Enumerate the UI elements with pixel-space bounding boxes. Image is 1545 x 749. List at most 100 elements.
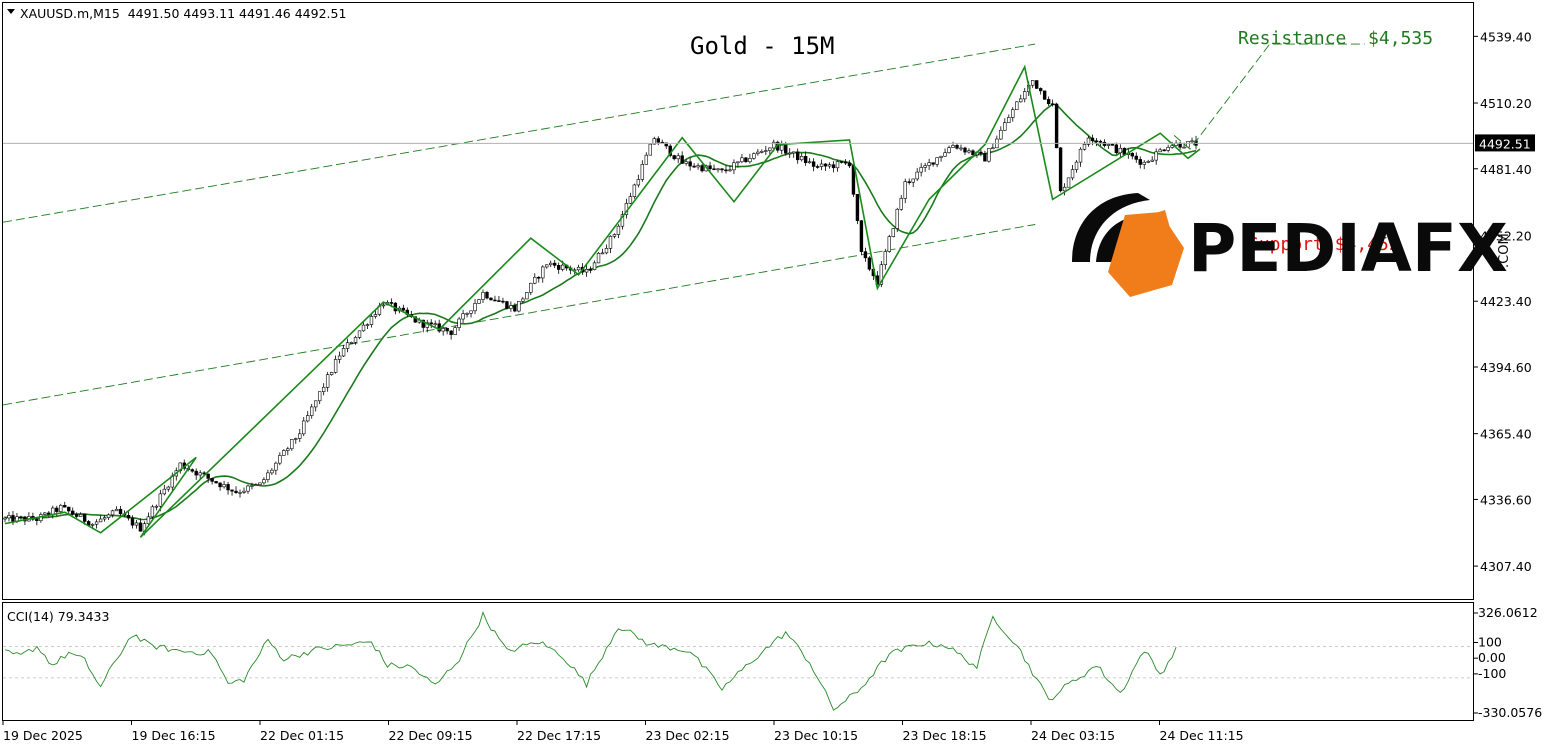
candle-body bbox=[803, 156, 808, 164]
candle-body bbox=[321, 386, 326, 392]
candle-body bbox=[7, 515, 11, 519]
candle-body bbox=[963, 147, 967, 153]
candle-body bbox=[1007, 117, 1011, 123]
candle-body bbox=[1134, 155, 1138, 160]
candle-body bbox=[82, 514, 87, 522]
candle-body bbox=[373, 314, 378, 317]
candle-body bbox=[847, 162, 852, 167]
pediafx-logo: PEDIAFX .COM bbox=[1072, 193, 1512, 297]
candle-body bbox=[1162, 149, 1166, 152]
channel-upper-line bbox=[2, 43, 1036, 223]
candle-body bbox=[1130, 152, 1134, 157]
candle-body bbox=[1122, 147, 1127, 155]
cci-tick-label: -330.0576 bbox=[1478, 705, 1542, 720]
logo-arc-icon bbox=[1072, 193, 1150, 262]
candle-body bbox=[501, 300, 505, 303]
candle-body bbox=[664, 142, 668, 147]
candle-body bbox=[481, 292, 485, 300]
candle-body bbox=[465, 312, 469, 315]
chart-title: Gold - 15M bbox=[690, 32, 835, 60]
candle-body bbox=[421, 319, 425, 328]
candle-body bbox=[489, 297, 493, 301]
candle-body bbox=[584, 269, 589, 273]
zigzag-path bbox=[4, 64, 1201, 538]
candle-body bbox=[1146, 161, 1150, 163]
x-tick-label: 23 Dec 10:15 bbox=[774, 728, 858, 743]
candle-body bbox=[477, 299, 481, 304]
candle-body bbox=[696, 165, 700, 168]
candle-body bbox=[102, 517, 107, 520]
candle-body bbox=[110, 510, 115, 516]
candle-body bbox=[525, 292, 529, 300]
candle-body bbox=[1015, 101, 1019, 110]
candle-body bbox=[134, 522, 139, 526]
candle-body bbox=[298, 433, 302, 439]
x-tick-label: 19 Dec 16:15 bbox=[132, 728, 216, 743]
candle-body bbox=[138, 522, 143, 532]
candle-body bbox=[600, 252, 605, 255]
candle-body bbox=[1082, 144, 1087, 150]
candle-body bbox=[154, 505, 159, 508]
x-tick-label: 24 Dec 03:15 bbox=[1031, 728, 1115, 743]
candle-body bbox=[274, 462, 278, 471]
logo-text: PEDIAFX bbox=[1188, 210, 1508, 287]
candle-body bbox=[556, 265, 561, 270]
candle-body bbox=[505, 301, 509, 309]
candle-body bbox=[700, 165, 704, 172]
candle-body bbox=[509, 305, 513, 309]
logo-com: .COM bbox=[1497, 233, 1512, 268]
candle-body bbox=[987, 148, 991, 162]
symbol-info: XAUUSD.m,M15 4491.50 4493.11 4491.46 449… bbox=[20, 6, 346, 21]
candle-body bbox=[620, 214, 625, 227]
candle-body bbox=[811, 161, 816, 167]
candle-body bbox=[636, 179, 641, 186]
y-tick-label: 4481.40 bbox=[1480, 162, 1532, 177]
candle-body bbox=[262, 479, 266, 484]
candle-body bbox=[517, 300, 521, 312]
candle-body bbox=[1074, 161, 1079, 170]
candle-body bbox=[222, 484, 226, 488]
candle-body bbox=[608, 235, 613, 249]
candle-body bbox=[493, 299, 497, 302]
candle-body bbox=[863, 251, 868, 259]
candle-body bbox=[1023, 91, 1027, 100]
candle-body bbox=[1142, 161, 1146, 165]
candle-body bbox=[35, 518, 39, 521]
candle-body bbox=[246, 485, 250, 492]
candle-body bbox=[1046, 99, 1051, 105]
candle-body bbox=[648, 143, 653, 156]
logo-orange-shape-icon bbox=[1108, 212, 1184, 297]
candle-body bbox=[1150, 159, 1154, 162]
candle-body bbox=[1182, 146, 1186, 149]
candle-body bbox=[999, 129, 1003, 140]
candle-body bbox=[75, 514, 79, 517]
candle-body bbox=[640, 164, 645, 180]
candle-body bbox=[720, 168, 724, 171]
candle-body bbox=[433, 323, 437, 326]
candle-body bbox=[588, 269, 593, 271]
candle-body bbox=[345, 342, 350, 349]
candle-body bbox=[234, 490, 238, 494]
candle-body bbox=[1094, 140, 1099, 143]
candle-body bbox=[230, 489, 234, 492]
candle-body bbox=[632, 184, 637, 197]
candle-body bbox=[1114, 144, 1119, 154]
candle-body bbox=[533, 276, 537, 284]
candle-body bbox=[1110, 144, 1115, 146]
candle-body bbox=[150, 506, 155, 518]
candle-body bbox=[596, 253, 601, 264]
candle-body bbox=[94, 521, 99, 525]
candle-body bbox=[114, 508, 119, 512]
logo-orange-notch bbox=[1150, 210, 1170, 228]
candle-body bbox=[688, 161, 692, 167]
candle-body bbox=[843, 161, 848, 164]
candle-body bbox=[552, 262, 557, 266]
cci-line bbox=[4, 611, 1177, 711]
candle-body bbox=[357, 330, 362, 338]
candle-body bbox=[413, 316, 417, 323]
candle-body bbox=[473, 303, 477, 312]
candle-body bbox=[1166, 147, 1170, 151]
collapse-triangle-icon[interactable] bbox=[7, 9, 15, 14]
candle-body bbox=[317, 391, 322, 402]
